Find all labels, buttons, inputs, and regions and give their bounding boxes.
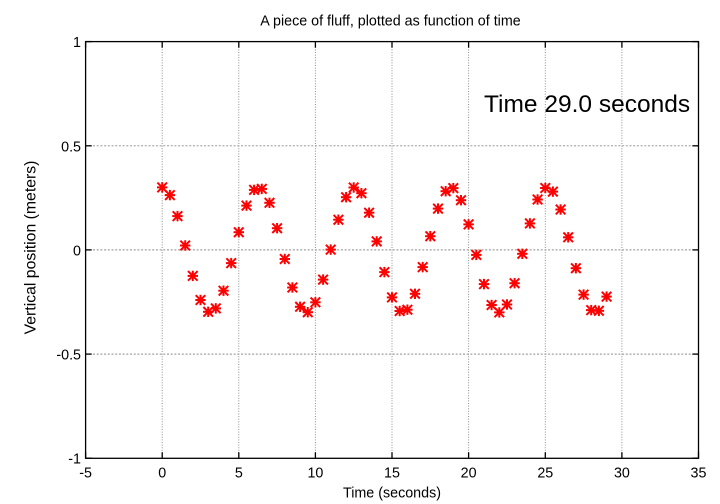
svg-text:-5: -5 (79, 466, 92, 482)
svg-text:1: 1 (73, 35, 81, 51)
svg-text:Vertical position (meters): Vertical position (meters) (23, 161, 40, 335)
svg-text:20: 20 (461, 466, 477, 482)
svg-text:10: 10 (307, 466, 323, 482)
svg-text:0: 0 (73, 243, 81, 259)
svg-text:-1: -1 (68, 452, 81, 468)
svg-text:Time (seconds): Time (seconds) (343, 486, 441, 502)
svg-text:A piece of fluff, plotted as f: A piece of fluff, plotted as function of… (260, 13, 520, 29)
svg-text:25: 25 (537, 466, 553, 482)
svg-text:35: 35 (691, 466, 707, 482)
svg-text:0: 0 (158, 466, 166, 482)
svg-text:15: 15 (384, 466, 400, 482)
svg-text:0.5: 0.5 (61, 139, 81, 155)
svg-text:Time 29.0 seconds: Time 29.0 seconds (484, 91, 690, 118)
svg-text:-0.5: -0.5 (56, 348, 81, 364)
svg-text:30: 30 (614, 466, 630, 482)
svg-text:5: 5 (235, 466, 243, 482)
